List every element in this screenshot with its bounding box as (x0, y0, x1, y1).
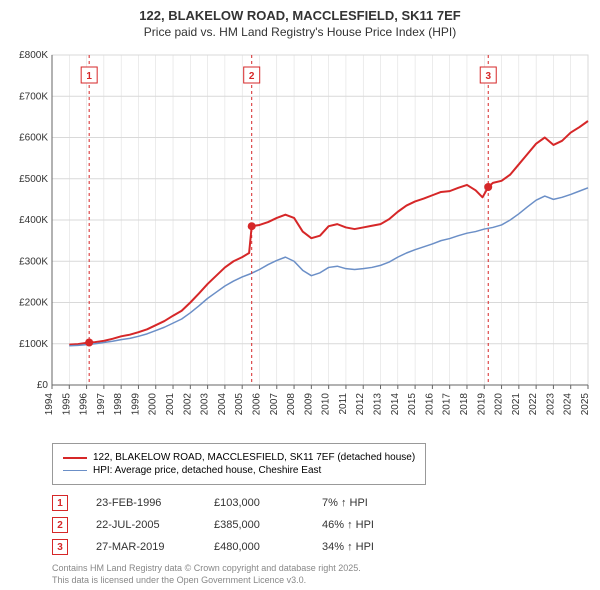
transaction-price: £480,000 (214, 541, 294, 553)
legend-label: HPI: Average price, detached house, Ches… (93, 465, 321, 476)
svg-text:2016: 2016 (424, 393, 435, 416)
container: 122, BLAKELOW ROAD, MACCLESFIELD, SK11 7… (0, 0, 600, 590)
title-subtitle: Price paid vs. HM Land Registry's House … (8, 25, 592, 39)
transaction-marker: 2 (52, 517, 68, 533)
svg-text:£700K: £700K (19, 91, 48, 102)
transaction-row: 2 22-JUL-2005 £385,000 46% ↑ HPI (52, 517, 592, 533)
svg-text:2019: 2019 (476, 393, 487, 416)
svg-text:2014: 2014 (390, 393, 401, 416)
svg-text:2023: 2023 (545, 393, 556, 416)
transaction-date: 22-JUL-2005 (96, 519, 186, 531)
svg-text:£600K: £600K (19, 133, 48, 144)
svg-text:£0: £0 (37, 380, 49, 391)
title-address: 122, BLAKELOW ROAD, MACCLESFIELD, SK11 7… (8, 8, 592, 23)
svg-text:2002: 2002 (182, 393, 193, 416)
svg-text:2001: 2001 (165, 393, 176, 416)
svg-text:2020: 2020 (494, 393, 505, 416)
svg-text:3: 3 (485, 71, 491, 82)
svg-text:1998: 1998 (113, 393, 124, 416)
transaction-date: 23-FEB-1996 (96, 497, 186, 509)
svg-text:1997: 1997 (96, 393, 107, 416)
svg-text:2006: 2006 (251, 393, 262, 416)
svg-text:1996: 1996 (79, 393, 90, 416)
transaction-pct: 34% ↑ HPI (322, 541, 402, 553)
footnote: Contains HM Land Registry data © Crown c… (52, 563, 592, 586)
svg-text:2003: 2003 (200, 393, 211, 416)
transaction-date: 27-MAR-2019 (96, 541, 186, 553)
chart-svg: £0 £100K £200K £300K £400K £500K £600K £700K £80… (8, 45, 592, 435)
footnote-line2: This data is licensed under the Open Gov… (52, 575, 592, 587)
svg-text:1995: 1995 (61, 393, 72, 416)
svg-text:1999: 1999 (130, 393, 141, 416)
svg-text:2012: 2012 (355, 393, 366, 416)
svg-text:£400K: £400K (19, 215, 48, 226)
svg-text:2024: 2024 (563, 393, 574, 416)
svg-text:2005: 2005 (234, 393, 245, 416)
svg-text:£100K: £100K (19, 339, 48, 350)
svg-text:2000: 2000 (148, 393, 159, 416)
svg-text:2007: 2007 (269, 393, 280, 416)
legend-swatch (63, 457, 87, 459)
transaction-price: £103,000 (214, 497, 294, 509)
svg-text:2011: 2011 (338, 393, 349, 415)
svg-text:1: 1 (86, 71, 92, 82)
svg-text:2022: 2022 (528, 393, 539, 416)
svg-text:2008: 2008 (286, 393, 297, 416)
svg-text:2010: 2010 (321, 393, 332, 416)
svg-text:2021: 2021 (511, 393, 522, 416)
svg-text:2017: 2017 (442, 393, 453, 416)
transaction-price: £385,000 (214, 519, 294, 531)
legend-row: HPI: Average price, detached house, Ches… (63, 465, 415, 476)
svg-text:2018: 2018 (459, 393, 470, 416)
legend-box: 122, BLAKELOW ROAD, MACCLESFIELD, SK11 7… (52, 443, 426, 485)
chart-area: £0 £100K £200K £300K £400K £500K £600K £700K £80… (8, 45, 592, 435)
transaction-marker: 3 (52, 539, 68, 555)
svg-text:£800K: £800K (19, 50, 48, 61)
footnote-line1: Contains HM Land Registry data © Crown c… (52, 563, 592, 575)
transaction-pct: 46% ↑ HPI (322, 519, 402, 531)
svg-text:2009: 2009 (303, 393, 314, 416)
legend-row: 122, BLAKELOW ROAD, MACCLESFIELD, SK11 7… (63, 452, 415, 463)
transactions-table: 1 23-FEB-1996 £103,000 7% ↑ HPI 2 22-JUL-2005… (52, 495, 592, 555)
transaction-row: 1 23-FEB-1996 £103,000 7% ↑ HPI (52, 495, 592, 511)
svg-text:2: 2 (249, 71, 255, 82)
transaction-marker: 1 (52, 495, 68, 511)
transaction-pct: 7% ↑ HPI (322, 497, 402, 509)
svg-text:£200K: £200K (19, 298, 48, 309)
legend-label: 122, BLAKELOW ROAD, MACCLESFIELD, SK11 7… (93, 452, 415, 463)
transaction-row: 3 27-MAR-2019 £480,000 34% ↑ HPI (52, 539, 592, 555)
legend-swatch (63, 470, 87, 472)
svg-text:1994: 1994 (44, 393, 55, 416)
svg-text:£500K: £500K (19, 174, 48, 185)
svg-text:2015: 2015 (407, 393, 418, 416)
svg-text:2004: 2004 (217, 393, 228, 416)
svg-text:£300K: £300K (19, 256, 48, 267)
svg-text:2025: 2025 (580, 393, 591, 416)
svg-text:2013: 2013 (373, 393, 384, 416)
